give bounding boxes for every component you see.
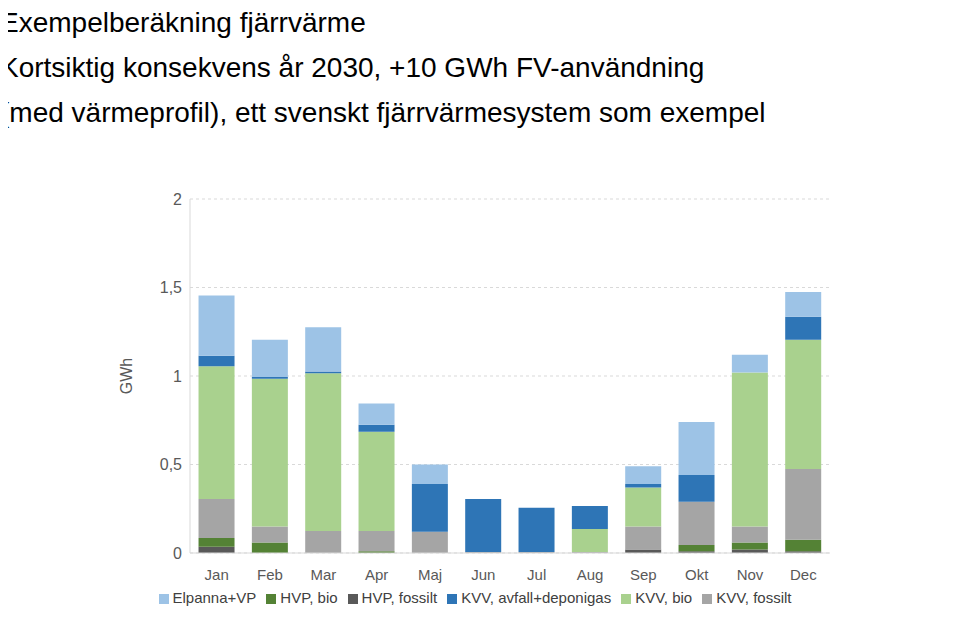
svg-text:2: 2 (173, 191, 182, 208)
svg-text:Jun: Jun (471, 566, 495, 583)
html-text:KVV, avfall+deponigas: KVV, avfall+deponigas (461, 589, 612, 606)
svg-text:0,5: 0,5 (160, 456, 182, 473)
svg-text:GWh: GWh (118, 358, 135, 394)
svg-text:Aug: Aug (577, 566, 604, 583)
html-text:(med värmeprofil), ett svenskt: (med värmeprofil), ett svenskt fjärrvärm… (0, 97, 766, 128)
svg-text:Dec: Dec (790, 566, 817, 583)
html-text:HVP, bio: HVP, bio (280, 589, 338, 606)
html-text:Exempelberäkning fjärrvärme: Exempelberäkning fjärrvärme (0, 7, 366, 38)
html-text:Elpanna+VP: Elpanna+VP (172, 589, 257, 606)
svg-text:Feb: Feb (257, 566, 283, 583)
svg-text:Jan: Jan (205, 566, 229, 583)
svg-text:Okt: Okt (685, 566, 709, 583)
html-text:KVV, fossilt: KVV, fossilt (716, 589, 792, 606)
svg-text:Maj: Maj (418, 566, 442, 583)
svg-text:0: 0 (173, 545, 182, 562)
svg-text:Apr: Apr (365, 566, 388, 583)
svg-text:Mar: Mar (310, 566, 336, 583)
svg-text:1: 1 (173, 368, 182, 385)
html-text:KVV, bio: KVV, bio (635, 589, 693, 606)
svg-text:Nov: Nov (737, 566, 764, 583)
html-text:HVP, fossilt: HVP, fossilt (361, 589, 438, 606)
svg-text:Jul: Jul (527, 566, 546, 583)
svg-text:1,5: 1,5 (160, 279, 182, 296)
html-text:Kortsiktig konsekvens år 2030,: Kortsiktig konsekvens år 2030, +10 GWh F… (0, 52, 705, 83)
svg-text:Sep: Sep (630, 566, 657, 583)
